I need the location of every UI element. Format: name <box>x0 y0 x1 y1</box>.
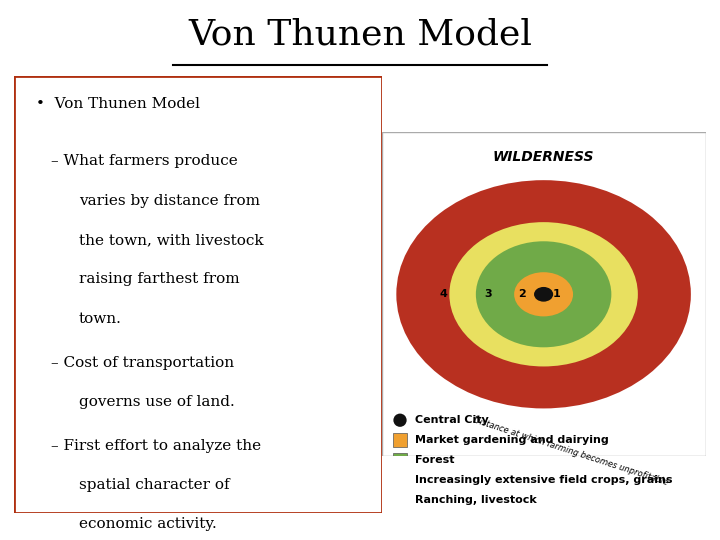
FancyBboxPatch shape <box>393 473 407 487</box>
Text: 2: 2 <box>518 289 526 299</box>
Text: raising farthest from: raising farthest from <box>78 272 239 286</box>
Text: Market gardening and dairying: Market gardening and dairying <box>415 435 609 445</box>
Ellipse shape <box>534 287 553 302</box>
Text: WILDERNESS: WILDERNESS <box>493 150 594 164</box>
Text: •  Von Thunen Model: • Von Thunen Model <box>37 97 200 111</box>
Text: – Cost of transportation: – Cost of transportation <box>51 355 234 369</box>
Text: varies by distance from: varies by distance from <box>78 194 260 208</box>
Text: town.: town. <box>78 312 122 326</box>
Text: 4: 4 <box>439 289 447 299</box>
Text: 3: 3 <box>484 289 492 299</box>
Text: Central City: Central City <box>415 415 489 425</box>
Text: Forest: Forest <box>415 455 455 465</box>
Text: 1: 1 <box>553 289 561 299</box>
Text: the town, with livestock: the town, with livestock <box>78 233 264 247</box>
Ellipse shape <box>476 241 611 347</box>
Text: Von Thunen Model: Von Thunen Model <box>188 18 532 51</box>
Text: – What farmers produce: – What farmers produce <box>51 154 238 168</box>
FancyBboxPatch shape <box>393 454 407 467</box>
Text: economic activity.: economic activity. <box>78 517 217 531</box>
Ellipse shape <box>514 272 573 316</box>
Text: spatial character of: spatial character of <box>78 478 229 492</box>
FancyBboxPatch shape <box>393 434 407 447</box>
FancyBboxPatch shape <box>393 493 407 507</box>
Text: Ranching, livestock: Ranching, livestock <box>415 495 537 505</box>
Text: – First effort to analyze the: – First effort to analyze the <box>51 438 261 453</box>
Ellipse shape <box>449 222 638 367</box>
Text: governs use of land.: governs use of land. <box>78 395 235 409</box>
Ellipse shape <box>396 180 691 408</box>
Text: Increasingly extensive field crops, grains: Increasingly extensive field crops, grai… <box>415 475 673 485</box>
FancyBboxPatch shape <box>382 132 706 456</box>
Text: Distance at which farming becomes unprofitable: Distance at which farming becomes unprof… <box>472 415 669 487</box>
Circle shape <box>393 414 407 427</box>
FancyBboxPatch shape <box>14 76 382 513</box>
